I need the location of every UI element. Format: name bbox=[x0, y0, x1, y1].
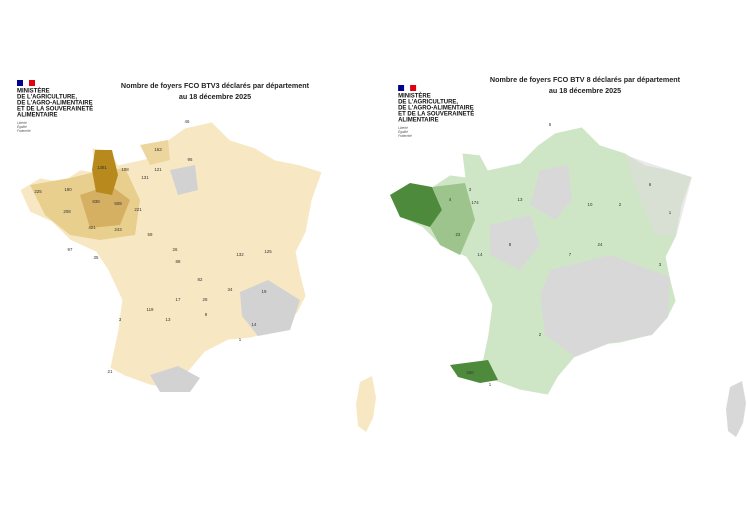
logo-line: ET DE LA SOUVERAINETÉ bbox=[17, 105, 93, 113]
flag-red bbox=[29, 80, 35, 86]
logo-line: ET DE LA SOUVERAINETÉ bbox=[398, 110, 474, 118]
department-count: 221 bbox=[134, 207, 142, 212]
department-count: 340 bbox=[466, 370, 474, 375]
department-count: 3 bbox=[469, 187, 472, 192]
logo-line: DE L'AGRO-ALIMENTAIRE bbox=[17, 101, 93, 107]
department-count: 34 bbox=[228, 287, 233, 292]
logo-motto: Liberté bbox=[17, 121, 27, 125]
department-count: 2 bbox=[619, 202, 622, 207]
department-count: 5 bbox=[549, 122, 552, 127]
department-count: 174 bbox=[471, 200, 479, 205]
logo-line: MINISTÈRE bbox=[398, 92, 431, 100]
map-subtitle: au 18 décembre 2025 bbox=[179, 92, 251, 101]
department-count: 131 bbox=[141, 175, 149, 180]
logo-line: ALIMENTAIRE bbox=[17, 113, 58, 119]
department-count: 28 bbox=[203, 297, 208, 302]
department-count: 108 bbox=[121, 167, 129, 172]
flag-blue bbox=[17, 80, 23, 86]
department-count: 6 bbox=[649, 182, 652, 187]
department-count: 1381 bbox=[97, 165, 107, 170]
logo-line: DE L'AGRICULTURE, bbox=[398, 100, 458, 106]
department-count: 24 bbox=[598, 242, 603, 247]
logo-line: MINISTÈRE bbox=[17, 87, 50, 95]
department-count: 59 bbox=[148, 232, 153, 237]
map-btv3 bbox=[19, 121, 376, 432]
department-count: 421 bbox=[88, 225, 96, 230]
logo-motto: Liberté bbox=[398, 126, 408, 130]
map-subtitle: au 18 décembre 2025 bbox=[549, 86, 621, 95]
department-count: 88 bbox=[176, 259, 181, 264]
department-count: 22 bbox=[456, 232, 461, 237]
department-count: 10 bbox=[588, 202, 593, 207]
map-title: Nombre de foyers FCO BTV3 déclarés par d… bbox=[121, 81, 310, 90]
department-count: 4 bbox=[449, 197, 452, 202]
flag-red bbox=[410, 85, 417, 91]
department-count: 243 bbox=[114, 227, 122, 232]
logo-line: DE L'AGRICULTURE, bbox=[17, 95, 77, 101]
department-count: 508 bbox=[114, 201, 122, 206]
department-count: 132 bbox=[236, 252, 244, 257]
map-title: Nombre de foyers FCO BTV 8 déclarés par … bbox=[490, 75, 681, 84]
logo-motto: Fraternité bbox=[398, 134, 412, 138]
department-count: 190 bbox=[64, 187, 72, 192]
department-count: 163 bbox=[154, 147, 162, 152]
department-count: 208 bbox=[63, 209, 71, 214]
department-count: 14 bbox=[252, 322, 257, 327]
department-count: 1 bbox=[239, 337, 242, 342]
department-count: 1 bbox=[489, 382, 492, 387]
department-count: 119 bbox=[147, 307, 155, 312]
department-count: 14 bbox=[478, 252, 483, 257]
department-count: 97 bbox=[68, 247, 73, 252]
department-count: 8 bbox=[509, 242, 512, 247]
department-count: 21 bbox=[108, 369, 113, 374]
department-count: 225 bbox=[34, 189, 42, 194]
logo-line: ALIMENTAIRE bbox=[398, 118, 439, 124]
department-count: 17 bbox=[176, 297, 181, 302]
department-count: 13 bbox=[166, 317, 171, 322]
department-count: 26 bbox=[173, 247, 178, 252]
department-count: 95 bbox=[188, 157, 193, 162]
department-count: 1 bbox=[669, 210, 672, 215]
logo-motto: Fraternité bbox=[17, 129, 31, 133]
department-count: 7 bbox=[569, 252, 572, 257]
department-count: 125 bbox=[264, 249, 272, 254]
logo-motto: Égalité bbox=[398, 129, 408, 134]
department-count: 3 bbox=[659, 262, 662, 267]
logo-line: DE L'AGRO-ALIMENTAIRE bbox=[398, 106, 474, 112]
logo-motto: Égalité bbox=[17, 124, 27, 129]
department-count: 46 bbox=[185, 119, 190, 124]
department-count: 9 bbox=[205, 312, 208, 317]
department-count: 838 bbox=[92, 199, 100, 204]
flag-blue bbox=[398, 85, 405, 91]
department-count: 3 bbox=[119, 317, 122, 322]
map-btv8 bbox=[389, 126, 746, 437]
department-count: 35 bbox=[94, 255, 99, 260]
department-count: 82 bbox=[198, 277, 203, 282]
department-count: 13 bbox=[518, 197, 523, 202]
department-count: 19 bbox=[262, 289, 267, 294]
department-count: 2 bbox=[539, 332, 542, 337]
department-count: 121 bbox=[154, 167, 162, 172]
